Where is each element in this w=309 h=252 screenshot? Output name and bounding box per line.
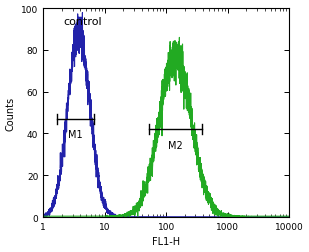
Text: M1: M1 xyxy=(68,130,83,140)
X-axis label: FL1-H: FL1-H xyxy=(152,237,180,246)
Text: control: control xyxy=(63,17,102,27)
Y-axis label: Counts: Counts xyxy=(6,96,15,130)
Text: M2: M2 xyxy=(168,140,183,150)
